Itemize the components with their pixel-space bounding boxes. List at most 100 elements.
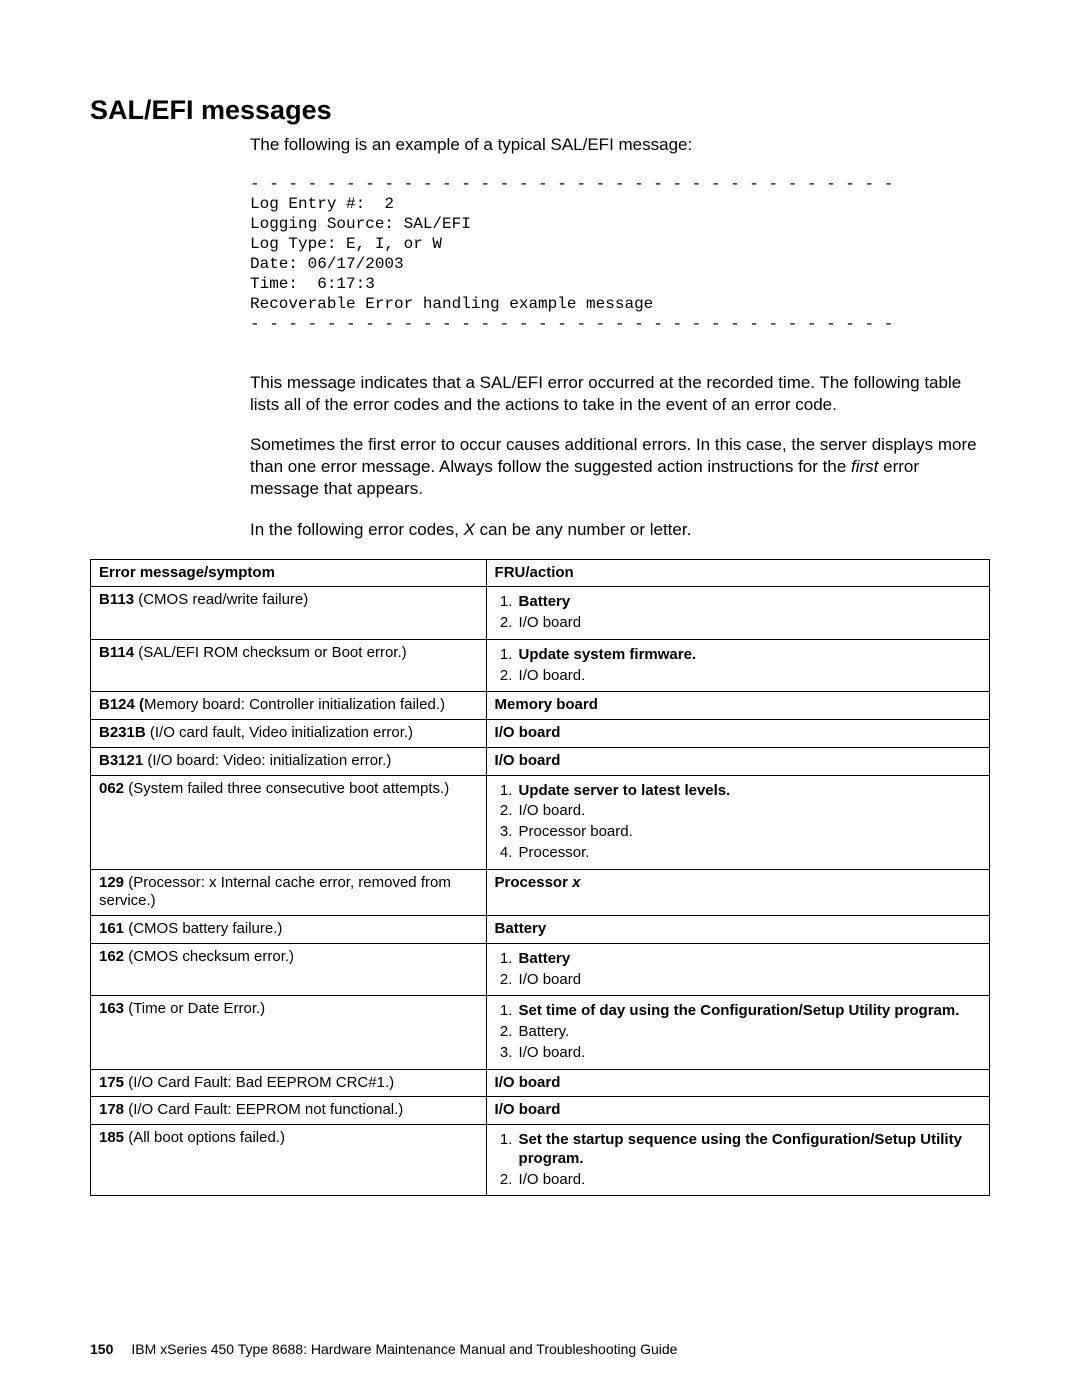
error-desc: (I/O card fault, Video initialization er… bbox=[146, 724, 413, 741]
action-text: Battery bbox=[495, 920, 547, 937]
document-page: SAL/EFI messages The following is an exa… bbox=[0, 0, 1080, 1397]
action-list-item: I/O board bbox=[517, 971, 981, 990]
error-cell: 178 (I/O Card Fault: EEPROM not function… bbox=[91, 1097, 487, 1125]
error-table: Error message/symptom FRU/action B113 (C… bbox=[90, 559, 990, 1197]
action-list: Set time of day using the Configuration/… bbox=[495, 1002, 981, 1062]
error-desc: (All boot options failed.) bbox=[124, 1129, 285, 1146]
page-heading: SAL/EFI messages bbox=[90, 95, 990, 126]
error-code: 178 bbox=[99, 1101, 124, 1118]
action-list-item: Processor. bbox=[517, 844, 981, 863]
table-row: B113 (CMOS read/write failure) Battery I/O… bbox=[91, 587, 990, 640]
error-desc: (CMOS checksum error.) bbox=[124, 948, 294, 965]
action-var: x bbox=[572, 874, 580, 891]
action-cell: I/O board bbox=[486, 1069, 989, 1097]
action-list: Set the startup sequence using the Confi… bbox=[495, 1131, 981, 1189]
action-text: I/O board bbox=[495, 724, 561, 741]
error-cell: B3121 (I/O board: Video: initialization … bbox=[91, 747, 487, 775]
paragraph-3-italic: X bbox=[464, 520, 475, 539]
table-header-left: Error message/symptom bbox=[91, 559, 487, 587]
error-desc: (Time or Date Error.) bbox=[124, 1000, 265, 1017]
error-code: 175 bbox=[99, 1074, 124, 1091]
table-row: 129 (Processor: x Internal cache error, … bbox=[91, 869, 990, 916]
table-header-right: FRU/action bbox=[486, 559, 989, 587]
footer-text: IBM xSeries 450 Type 8688: Hardware Main… bbox=[131, 1341, 677, 1357]
table-header-row: Error message/symptom FRU/action bbox=[91, 559, 990, 587]
error-cell: B113 (CMOS read/write failure) bbox=[91, 587, 487, 640]
action-list-item: I/O board bbox=[517, 614, 981, 633]
error-desc: (CMOS read/write failure) bbox=[134, 591, 308, 608]
error-desc: (SAL/EFI ROM checksum or Boot error.) bbox=[134, 644, 407, 661]
table-row: B231B (I/O card fault, Video initializat… bbox=[91, 720, 990, 748]
error-cell: 175 (I/O Card Fault: Bad EEPROM CRC#1.) bbox=[91, 1069, 487, 1097]
error-cell: B114 (SAL/EFI ROM checksum or Boot error… bbox=[91, 639, 487, 692]
error-code: B231B bbox=[99, 724, 146, 741]
error-desc: (System failed three consecutive boot at… bbox=[124, 780, 449, 797]
action-list-item: Processor board. bbox=[517, 823, 981, 842]
error-code: B114 bbox=[99, 644, 134, 661]
action-list-item: Battery bbox=[517, 950, 981, 969]
intro-paragraph: The following is an example of a typical… bbox=[250, 134, 990, 156]
action-cell: I/O board bbox=[486, 747, 989, 775]
action-text: Processor bbox=[495, 874, 573, 891]
table-row: 175 (I/O Card Fault: Bad EEPROM CRC#1.) I… bbox=[91, 1069, 990, 1097]
error-code: B3121 bbox=[99, 752, 143, 769]
table-row: B114 (SAL/EFI ROM checksum or Boot error… bbox=[91, 639, 990, 692]
paragraph-3-pre: In the following error codes, bbox=[250, 520, 464, 539]
error-cell: B231B (I/O card fault, Video initializat… bbox=[91, 720, 487, 748]
action-cell: Processor x bbox=[486, 869, 989, 916]
error-cell: 162 (CMOS checksum error.) bbox=[91, 943, 487, 996]
error-code: 185 bbox=[99, 1129, 124, 1146]
error-cell: 163 (Time or Date Error.) bbox=[91, 996, 487, 1069]
code-block: - - - - - - - - - - - - - - - - - - - - … bbox=[250, 174, 990, 334]
action-cell: I/O board bbox=[486, 1097, 989, 1125]
paragraph-2-italic: first bbox=[851, 457, 878, 476]
error-code: B124 ( bbox=[99, 696, 144, 713]
table-row: 162 (CMOS checksum error.) Battery I/O boa… bbox=[91, 943, 990, 996]
action-list-item: I/O board. bbox=[517, 1044, 981, 1063]
error-desc: (I/O board: Video: initialization error.… bbox=[143, 752, 391, 769]
error-code: 129 bbox=[99, 874, 124, 891]
action-list-item: I/O board. bbox=[517, 667, 981, 686]
error-desc: Memory board: Controller initialization … bbox=[144, 696, 445, 713]
action-cell: Set the startup sequence using the Confi… bbox=[486, 1125, 989, 1196]
content-body: The following is an example of a typical… bbox=[250, 134, 990, 541]
error-code: 163 bbox=[99, 1000, 124, 1017]
error-desc: (CMOS battery failure.) bbox=[124, 920, 282, 937]
error-code: 161 bbox=[99, 920, 124, 937]
action-text: I/O board bbox=[495, 752, 561, 769]
error-desc: (I/O Card Fault: EEPROM not functional.) bbox=[124, 1101, 403, 1118]
table-row: 163 (Time or Date Error.) Set time of day… bbox=[91, 996, 990, 1069]
action-list-item: Set the startup sequence using the Confi… bbox=[517, 1131, 981, 1169]
table-row: B3121 (I/O board: Video: initialization … bbox=[91, 747, 990, 775]
action-list-item: Update system firmware. bbox=[517, 646, 981, 665]
action-list: Update server to latest levels.I/O board… bbox=[495, 782, 981, 863]
action-list-item: I/O board. bbox=[517, 1171, 981, 1190]
error-desc: (Processor: x Internal cache error, remo… bbox=[99, 874, 451, 910]
action-list-item: Battery. bbox=[517, 1023, 981, 1042]
action-list-item: Update server to latest levels. bbox=[517, 782, 981, 801]
table-row: 161 (CMOS battery failure.) Battery bbox=[91, 916, 990, 944]
error-code: 062 bbox=[99, 780, 124, 797]
table-row: B124 (Memory board: Controller initializ… bbox=[91, 692, 990, 720]
page-footer: 150 IBM xSeries 450 Type 8688: Hardware M… bbox=[90, 1341, 677, 1357]
table-row: 185 (All boot options failed.) Set the st… bbox=[91, 1125, 990, 1196]
page-number: 150 bbox=[90, 1341, 113, 1357]
table-row: 062 (System failed three consecutive boo… bbox=[91, 775, 990, 869]
action-cell: Battery bbox=[486, 916, 989, 944]
action-list-item: Set time of day using the Configuration/… bbox=[517, 1002, 981, 1021]
error-cell: B124 (Memory board: Controller initializ… bbox=[91, 692, 487, 720]
paragraph-3: In the following error codes, X can be a… bbox=[250, 519, 990, 541]
action-cell: Update system firmware. I/O board. bbox=[486, 639, 989, 692]
action-list-item: Battery bbox=[517, 593, 981, 612]
error-cell: 129 (Processor: x Internal cache error, … bbox=[91, 869, 487, 916]
paragraph-3-post: can be any number or letter. bbox=[475, 520, 691, 539]
action-list-item: I/O board. bbox=[517, 802, 981, 821]
action-cell: I/O board bbox=[486, 720, 989, 748]
action-list: Battery I/O board bbox=[495, 593, 981, 633]
error-code: 162 bbox=[99, 948, 124, 965]
paragraph-1: This message indicates that a SAL/EFI er… bbox=[250, 372, 990, 416]
action-cell: Memory board bbox=[486, 692, 989, 720]
action-text: I/O board bbox=[495, 1074, 561, 1091]
action-cell: Battery I/O board bbox=[486, 943, 989, 996]
paragraph-2: Sometimes the first error to occur cause… bbox=[250, 434, 990, 500]
